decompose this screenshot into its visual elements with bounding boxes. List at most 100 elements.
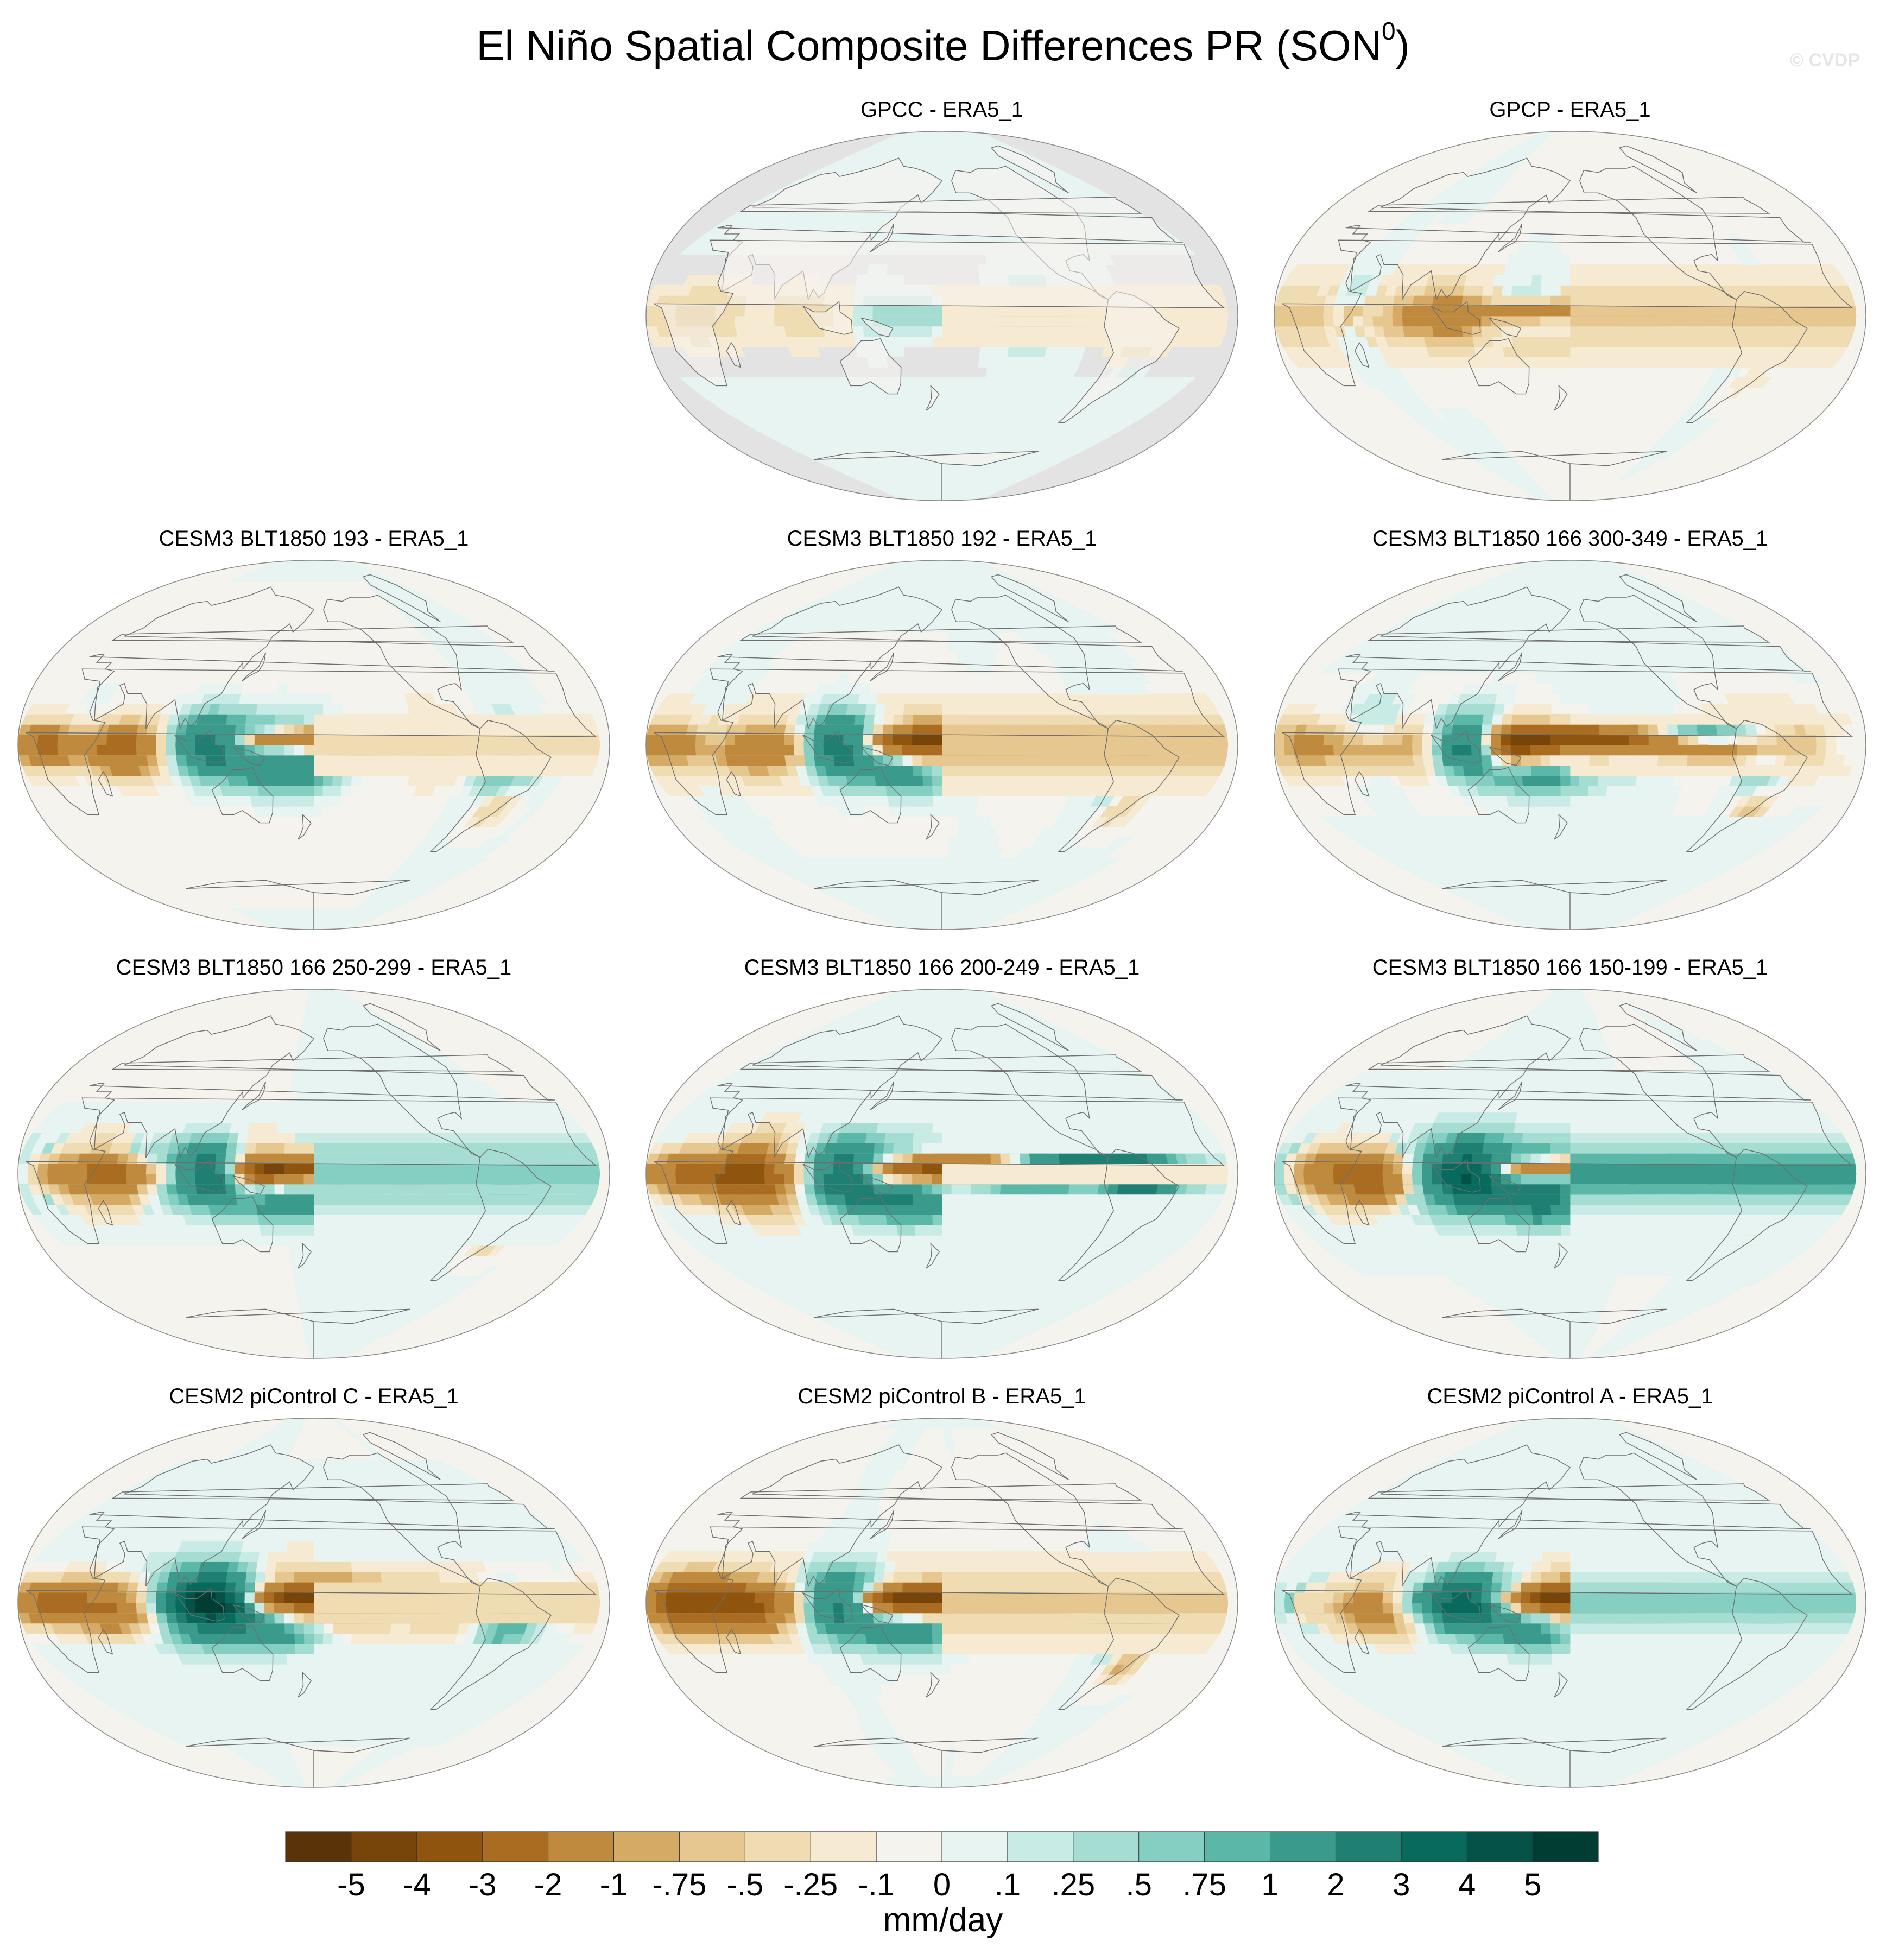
coastline-uk [739, 625, 1142, 643]
precip-cell [912, 765, 923, 776]
precip-cell [724, 744, 736, 756]
coastline-north-america [1579, 166, 1737, 300]
precip-cell [230, 570, 395, 581]
precip-cell [853, 315, 864, 327]
precip-cell [1579, 724, 1590, 735]
precip-cell [37, 734, 49, 745]
precip-cell [1618, 755, 1630, 766]
precip-cell [1363, 315, 1374, 327]
precip-cell [1520, 305, 1531, 317]
precip-cell [1667, 724, 1679, 735]
precip-cell [1668, 734, 1679, 745]
precip-cell [912, 326, 923, 337]
precip-cell [245, 765, 257, 776]
precip-cell [1473, 418, 1489, 429]
precip-cell [1745, 755, 1757, 766]
precip-cell [1464, 898, 1673, 909]
precip-cell [932, 315, 942, 327]
precip-cell [1530, 295, 1541, 306]
precip-cell [883, 765, 895, 776]
precip-cell [304, 786, 314, 796]
precip-cell [1530, 305, 1541, 317]
precip-cell [1274, 744, 1286, 756]
precip-cell [185, 744, 197, 756]
precip-cell [1531, 346, 1542, 358]
precip-cell [206, 713, 219, 725]
precip-cell [1472, 284, 1484, 296]
precip-cell [784, 724, 796, 735]
precip-cell [774, 744, 785, 756]
precip-cell [1463, 284, 1475, 296]
precip-cell [1461, 326, 1473, 337]
precip-cell [18, 744, 29, 756]
precip-cell [47, 734, 59, 745]
precip-cell [912, 744, 923, 756]
precip-cell [724, 734, 736, 745]
coastline-south-america [429, 719, 552, 852]
precip-cell [1589, 724, 1600, 735]
precip-cell [214, 734, 226, 745]
precip-cell [216, 765, 228, 776]
precip-cell [1706, 755, 1718, 766]
precip-cell [1569, 673, 1579, 684]
precip-cell [313, 693, 324, 704]
precip-cell [331, 786, 343, 796]
precip-cell [735, 734, 746, 745]
precip-cell [1531, 703, 1542, 715]
precip-cell [1461, 734, 1472, 745]
precip-cell [1442, 755, 1454, 766]
precip-cell [295, 786, 305, 796]
precip-cell [1452, 724, 1464, 735]
panel-title: GPCP - ERA5_1 [1489, 98, 1651, 122]
precip-cell [884, 775, 896, 787]
precip-cell [1550, 274, 1561, 286]
precip-cell [923, 693, 933, 704]
precip-cell [932, 713, 942, 725]
precip-cell [1560, 336, 1571, 347]
precip-cell [1333, 744, 1344, 756]
map-panel: GPCC - ERA5_1 [632, 98, 1251, 510]
precip-cell [341, 775, 353, 787]
precip-cell [1625, 703, 1637, 715]
precip-cell [491, 837, 515, 848]
precip-cell [1481, 315, 1492, 327]
precip-cell [1648, 734, 1659, 745]
precip-cell [853, 305, 864, 317]
precip-cell [264, 765, 276, 776]
precip-cell [1607, 775, 1618, 787]
precip-cell [1352, 744, 1364, 756]
precip-cell [1587, 693, 1599, 704]
precip-cell [872, 305, 883, 317]
precip-cell [1552, 673, 1562, 684]
precip-cell [932, 775, 942, 787]
precip-cell [1372, 305, 1384, 317]
precip-cell [853, 755, 864, 766]
precip-cell [175, 744, 187, 756]
precip-cell [1756, 744, 1768, 756]
precip-cell [285, 693, 296, 704]
precip-cell [322, 703, 333, 715]
precip-cell [248, 693, 260, 704]
precip-cell [1541, 346, 1552, 358]
precip-cell [1776, 744, 1788, 756]
precip-cell [1481, 734, 1492, 745]
precip-cell [465, 857, 490, 869]
precip-cell [1474, 274, 1486, 286]
precip-cell [1382, 305, 1394, 317]
precip-cell [1471, 326, 1483, 337]
precip-cell [893, 724, 903, 735]
continents [654, 145, 1225, 501]
precip-cell [1501, 734, 1511, 745]
precip-cell [116, 744, 128, 756]
precip-cell [1717, 734, 1729, 745]
precip-cell [1606, 786, 1617, 796]
precip-cell [813, 744, 825, 756]
coastline-africa [26, 668, 597, 815]
precip-cell [863, 305, 874, 317]
precip-cell [757, 816, 777, 827]
precip-cell [1283, 734, 1295, 745]
precip-cell [1587, 683, 1598, 694]
precip-cell [1537, 131, 1552, 142]
precip-cell [1502, 765, 1513, 776]
precip-cell [889, 560, 912, 571]
